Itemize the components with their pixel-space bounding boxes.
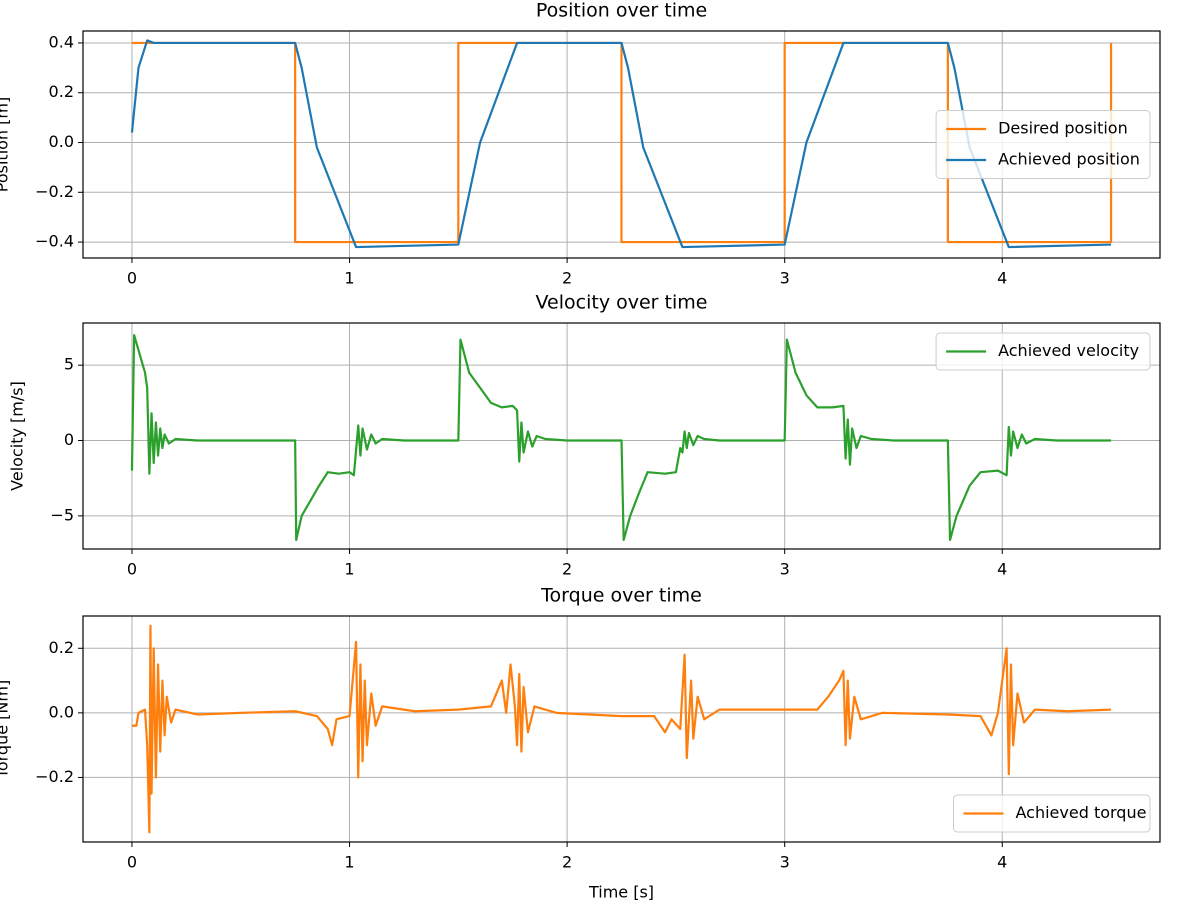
y-axis-label: Velocity [m/s]: [8, 381, 27, 491]
legend-box: [935, 332, 1151, 371]
x-tick-label: 3: [780, 853, 790, 872]
x-tick-label: 2: [562, 269, 572, 288]
x-tick-label: 2: [562, 853, 572, 872]
x-tick-label: 4: [997, 853, 1007, 872]
legend-label: Desired position: [998, 119, 1128, 138]
x-tick-label: 0: [127, 853, 137, 872]
data-line: [130, 333, 1112, 542]
legend-box: [935, 110, 1151, 179]
legend-label: Achieved torque: [1016, 803, 1147, 822]
y-tick-label: 0.0: [49, 702, 74, 721]
y-tick-label: 0.2: [49, 638, 74, 657]
legend-label: Achieved position: [998, 150, 1140, 169]
x-tick-label: 1: [344, 560, 354, 579]
y-tick-label: 0: [64, 430, 74, 449]
data-line: [131, 41, 1113, 244]
data-line: [130, 39, 1112, 249]
x-tick-label: 4: [997, 560, 1007, 579]
subplot: 0 1 2 3 4 −5 0 5 Velocity over time Velocity [m/s…: [8, 292, 1161, 579]
x-tick-label: 3: [780, 560, 790, 579]
y-tick-label: −5: [50, 505, 74, 524]
legend: Achieved velocity: [935, 332, 1151, 371]
axes-frame: [82, 322, 1161, 550]
legend-label: Achieved velocity: [998, 341, 1139, 360]
y-tick-label: 0.4: [49, 32, 74, 51]
subplot: 0 1 2 3 4 −0.2 0.0 0.2 Torque over time Torque [N…: [0, 585, 1161, 900]
y-tick-label: −0.2: [35, 182, 74, 201]
y-tick-label: 0.0: [49, 132, 74, 151]
y-axis-label: Torque [Nm]: [0, 680, 12, 779]
x-axis-label: Time [s]: [588, 883, 654, 900]
x-tick-label: 1: [344, 853, 354, 872]
axes-frame: [82, 30, 1161, 259]
axes-frame: [82, 615, 1161, 843]
legend: Desired position Achieved position: [935, 110, 1151, 179]
subplot: 0 1 2 3 4 −0.4 −0.2 0.0 0.2 0.4 Position over time…: [0, 0, 1161, 288]
x-tick-label: 1: [344, 269, 354, 288]
legend-box: [953, 794, 1151, 833]
y-tick-label: −0.4: [35, 232, 74, 251]
subplot-title: Position over time: [536, 0, 707, 22]
legend: Achieved torque: [953, 794, 1151, 833]
x-tick-label: 4: [997, 269, 1007, 288]
data-line: [131, 624, 1112, 834]
x-tick-label: 0: [127, 560, 137, 579]
x-tick-label: 3: [780, 269, 790, 288]
y-tick-label: 0.2: [49, 82, 74, 101]
y-tick-label: −0.2: [35, 767, 74, 786]
x-tick-label: 2: [562, 560, 572, 579]
subplot-title: Velocity over time: [536, 292, 708, 314]
x-tick-label: 0: [127, 269, 137, 288]
subplot-title: Torque over time: [540, 585, 702, 607]
y-axis-label: Position [m]: [0, 97, 12, 192]
y-tick-label: 5: [64, 355, 74, 374]
